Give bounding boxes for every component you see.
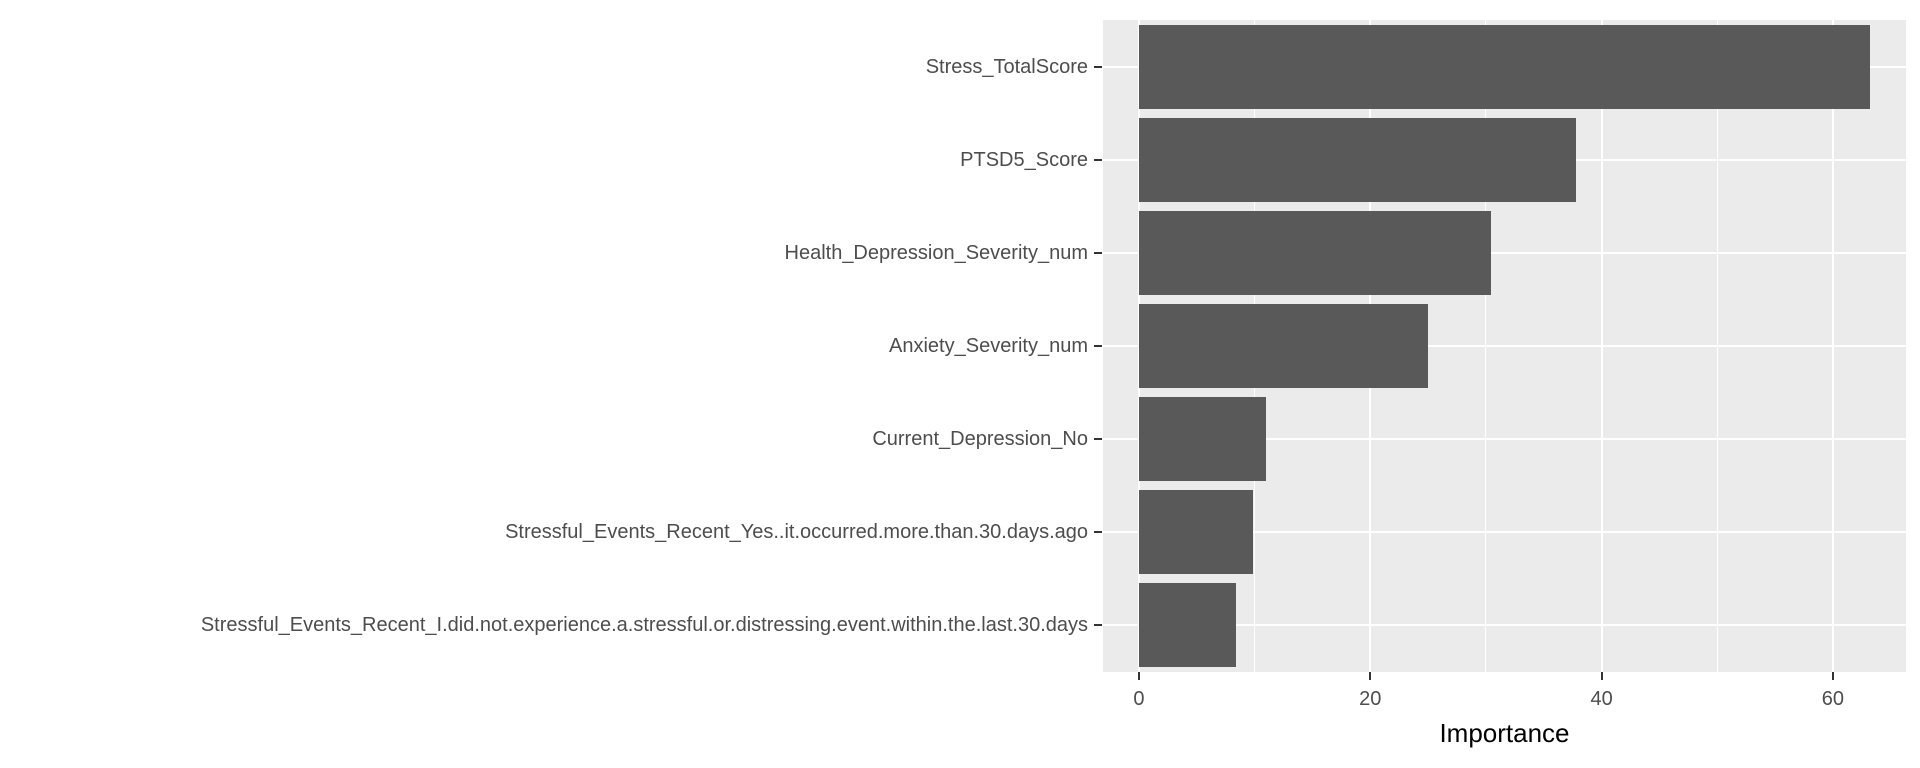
category-gridline [1103, 438, 1906, 441]
x-axis-tick-label: 0 [1133, 688, 1145, 710]
y-axis-tick [1094, 158, 1102, 161]
y-axis-tick [1094, 438, 1102, 441]
x-axis-tick-label: 40 [1590, 688, 1613, 710]
y-axis-label: Anxiety_Severity_num [889, 335, 1088, 357]
category-gridline [1103, 251, 1906, 254]
y-axis-tick [1094, 65, 1102, 68]
bar [1138, 583, 1237, 668]
y-axis-tick [1094, 251, 1102, 254]
category-gridline [1103, 531, 1906, 534]
y-axis-tick [1094, 624, 1102, 627]
x-axis-tick [1831, 672, 1834, 680]
bar [1138, 24, 1870, 109]
x-axis-tick-label: 60 [1821, 688, 1845, 710]
y-axis-label: Health_Depression_Severity_num [784, 241, 1089, 264]
x-axis-title: Importance [1439, 718, 1570, 748]
x-axis-tick [1369, 672, 1372, 680]
x-axis-tick-label: 20 [1359, 688, 1382, 710]
y-axis-label: Stressful_Events_Recent_Yes..it.occurred… [505, 521, 1088, 544]
bar [1138, 304, 1429, 388]
bar [1138, 210, 1491, 295]
x-axis-tick [1600, 672, 1603, 680]
y-axis-tick [1094, 345, 1102, 347]
y-axis-label: PTSD5_Score [960, 148, 1088, 171]
y-axis-label: Current_Depression_No [872, 428, 1088, 451]
category-gridline [1103, 345, 1906, 347]
bar [1138, 490, 1254, 575]
x-axis-tick [1137, 672, 1140, 680]
y-axis-label: Stressful_Events_Recent_I.did.not.experi… [200, 614, 1088, 637]
bar [1138, 397, 1267, 482]
plot-panel [1103, 20, 1906, 672]
y-axis-tick [1094, 531, 1102, 534]
category-gridline [1103, 624, 1906, 627]
y-axis-label: Stress_TotalScore [925, 55, 1088, 78]
bar [1138, 117, 1577, 202]
